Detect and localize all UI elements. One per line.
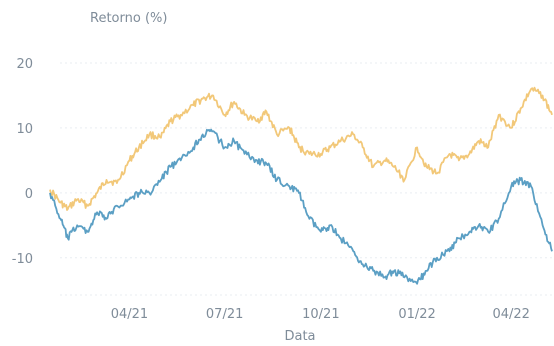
y-tick-label: 0 bbox=[25, 187, 33, 202]
x-tick-label: 04/21 bbox=[111, 307, 148, 322]
y-tick-label: -10 bbox=[12, 252, 33, 267]
series-layer bbox=[49, 86, 553, 285]
tick-layer: -10 0 10 20 04/21 07/21 10/21 01/22 04/22 bbox=[12, 57, 530, 322]
series-line-1 bbox=[49, 86, 553, 211]
series-line-2 bbox=[49, 128, 553, 285]
x-tick-label: 10/21 bbox=[302, 307, 339, 322]
y-tick-label: 10 bbox=[16, 122, 33, 137]
y-tick-label: 20 bbox=[16, 57, 33, 72]
x-tick-label: 01/22 bbox=[398, 307, 435, 322]
x-tick-label: 07/21 bbox=[206, 307, 243, 322]
x-tick-label: 04/22 bbox=[492, 307, 529, 322]
y-axis-label: Retorno (%) bbox=[90, 11, 167, 26]
x-axis-label: Data bbox=[284, 329, 315, 344]
grid-layer bbox=[60, 62, 552, 296]
